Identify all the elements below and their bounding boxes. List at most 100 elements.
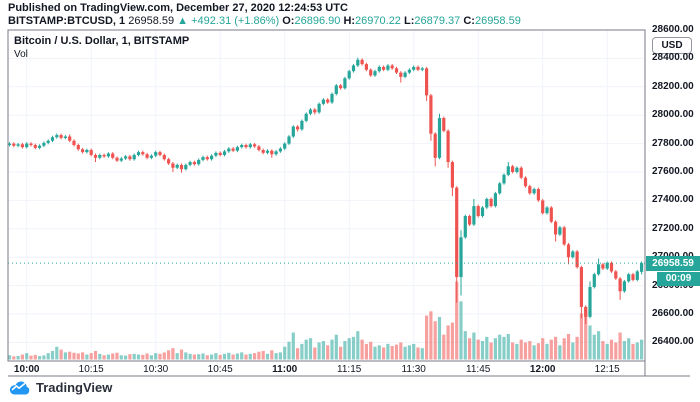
candle-body [597, 264, 601, 275]
volume-bar [218, 354, 222, 360]
volume-bar [480, 341, 485, 360]
volume-bar [50, 350, 55, 360]
candle-body [240, 145, 244, 148]
candle-body [55, 135, 59, 138]
low-label: L: [404, 15, 415, 27]
volume-bar [55, 346, 59, 360]
price-tick-label: 27800.00 [652, 137, 694, 149]
volume-bar [227, 352, 231, 360]
candle-body [296, 126, 300, 130]
candle-body [579, 267, 583, 307]
candle-body [506, 166, 510, 175]
volume-bar [575, 336, 579, 360]
volume-bar [618, 332, 622, 360]
volume-bar [179, 349, 184, 360]
candle-body [321, 99, 325, 104]
volume-bar [334, 334, 338, 360]
volume-bar [175, 353, 179, 360]
volume-bar [635, 342, 639, 360]
candle-body [640, 263, 644, 272]
candle-body [29, 143, 33, 146]
volume-bar [506, 333, 510, 360]
candle-body [38, 145, 42, 148]
volume-bar [386, 343, 390, 360]
candle-body [493, 193, 497, 207]
candle-body [480, 207, 485, 217]
volume-bar [132, 353, 136, 360]
candle-body [558, 227, 562, 235]
candle-body [489, 198, 493, 207]
candle-body [416, 66, 420, 70]
volume-bar [433, 321, 437, 360]
candle-body [20, 144, 24, 148]
candle-body [339, 85, 343, 89]
volume-bar [588, 325, 592, 360]
volume-bar [485, 336, 489, 360]
volume-bar [511, 342, 515, 360]
candle-body [119, 158, 123, 161]
volume-bar [313, 347, 317, 360]
tradingview-cloud-icon [8, 379, 31, 396]
volume-bar [278, 352, 282, 360]
volume-bar [124, 355, 128, 360]
candle-body [218, 152, 222, 155]
candle-body [382, 66, 386, 70]
volume-bar [476, 339, 480, 360]
volume-bar [463, 331, 467, 360]
tradingview-branding[interactable]: TradingView [8, 379, 112, 396]
candle-body [167, 159, 171, 164]
low-value: 26879.37 [414, 15, 461, 27]
volume-bar [493, 338, 497, 360]
candle-body [554, 221, 558, 235]
candle-body [81, 149, 85, 153]
candle-body [171, 163, 175, 168]
candle-body [622, 281, 626, 292]
volume-bar [592, 334, 596, 360]
high-value: 26970.22 [355, 15, 401, 27]
volume-bar [102, 355, 106, 360]
volume-bar [597, 331, 601, 360]
candle-body [304, 113, 308, 121]
currency-toggle-button[interactable]: USD [652, 37, 692, 54]
candle-body [253, 144, 257, 147]
volume-bar [240, 352, 244, 360]
volume-bar [106, 354, 110, 360]
volume-bar [81, 352, 85, 360]
candle-body [373, 71, 377, 76]
candle-body [476, 206, 480, 217]
volume-bar [545, 343, 549, 360]
volume-bar [640, 339, 644, 360]
candle-body [364, 64, 368, 70]
candle-body [63, 136, 67, 138]
high-label: H: [343, 15, 356, 27]
candle-body [369, 69, 373, 76]
volume-bar [304, 339, 308, 360]
candle-body [450, 162, 454, 188]
volume-bar [265, 353, 270, 360]
symbol-status-line: BITSTAMP:BTCUSD, 1 26958.59 ▲ +492.31 (+… [8, 15, 521, 27]
candle-body [132, 154, 136, 160]
time-tick-label: 10:30 [143, 364, 169, 375]
volume-bar [571, 342, 575, 360]
volume-bar [360, 339, 364, 360]
volume-bar [141, 354, 145, 360]
bar-countdown-label: 00:09 [657, 271, 700, 286]
volume-bar [184, 352, 188, 360]
volume-bar [321, 341, 325, 360]
candle-body [330, 93, 334, 103]
volume-bar [609, 339, 614, 360]
volume-bar [171, 348, 175, 360]
volume-bar [566, 333, 571, 360]
volume-bar [42, 355, 46, 360]
volume-bar [549, 339, 553, 360]
candle-body [635, 271, 639, 280]
candle-body [360, 59, 364, 65]
candle-body [627, 274, 631, 282]
volume-bar [253, 353, 257, 360]
candle-body [614, 271, 618, 279]
volume-bar [192, 354, 196, 360]
candle-body [549, 207, 553, 222]
candle-body [592, 274, 596, 288]
candle-body [257, 146, 261, 150]
